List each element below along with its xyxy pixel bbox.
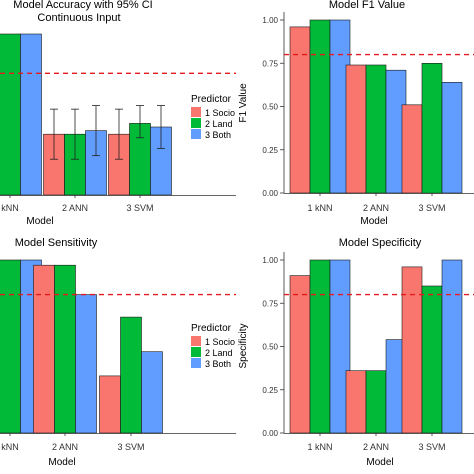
y-tick-label: 0.25: [262, 146, 278, 155]
legend-swatch-land: [191, 118, 201, 128]
legend-swatch-both: [191, 358, 201, 368]
legend-top: Predictor 1 Socio 2 Land 3 Both: [191, 94, 235, 140]
chart-subtitle: Continuous Input: [37, 12, 120, 24]
bar-1-socio-3: [401, 266, 423, 434]
x-tick-label: 1 kNN: [307, 442, 332, 452]
error-bar: [115, 108, 123, 160]
bar-1-socio-1: [289, 26, 311, 194]
chart-title: Model Accuracy with 95% CI: [13, 0, 152, 11]
legend-swatch-socio: [191, 336, 201, 346]
x-axis-label: Model: [360, 216, 387, 227]
x-tick-label: 3 SVM: [418, 203, 445, 213]
bar-2-land-3: [421, 285, 443, 434]
bar-1-socio-3: [401, 104, 423, 194]
legend-swatch-socio: [191, 107, 201, 117]
legend-label-both: 3 Both: [205, 130, 231, 140]
x-tick-label: 3 SVM: [126, 203, 153, 213]
bar-1-socio-2: [345, 370, 367, 434]
legend-swatch-both: [191, 129, 201, 139]
y-tick-label: 0.50: [262, 343, 278, 352]
legend-label-socio: 1 Socio: [205, 108, 235, 118]
error-bar: [71, 108, 79, 160]
y-axis-label: F1 Value: [238, 83, 249, 123]
bar-1-socio-1: [289, 275, 311, 434]
bar-3-both-2: [75, 294, 97, 434]
bar-2-land-2: [365, 64, 387, 194]
y-tick-label: 0.25: [262, 386, 278, 395]
bar-2-land-1: [0, 259, 21, 434]
legend-bottom: Predictor 1 Socio 2 Land 3 Both: [191, 323, 235, 369]
chart-title: Model F1 Value: [329, 0, 405, 11]
bar-3-both-3: [441, 259, 463, 434]
y-tick-label: 0.75: [262, 299, 278, 308]
bar-3-both-1: [20, 33, 42, 196]
error-bar: [92, 105, 100, 157]
legend-label-both: 3 Both: [205, 359, 231, 369]
y-tick-label: 1.00: [262, 256, 278, 265]
error-bar: [136, 105, 144, 139]
bar-2-land-2: [365, 370, 387, 434]
x-tick-label: kNN: [1, 203, 19, 213]
y-tick-label: 0.50: [262, 103, 278, 112]
legend-label-land: 2 Land: [205, 119, 233, 129]
x-tick-label: 2 ANN: [363, 203, 389, 213]
y-tick-label: 0.75: [262, 59, 278, 68]
bar-1-socio-2: [345, 64, 367, 194]
x-axis-label: Model: [366, 457, 393, 468]
panel-accuracy: Model Accuracy with 95% CI Continuous In…: [0, 0, 236, 227]
x-tick-label: 2 ANN: [62, 203, 88, 213]
bar-3-both-3: [441, 82, 463, 194]
x-tick-label: 2 ANN: [363, 442, 389, 452]
bar-3-both-1: [329, 259, 351, 434]
x-tick-label: 1 kNN: [307, 203, 332, 213]
chart-title: Model Specificity: [339, 237, 422, 249]
x-tick-label: 2 ANN: [52, 442, 78, 452]
bar-2-land-1: [309, 259, 331, 434]
bar-3-both-3: [141, 351, 163, 434]
panel-f1: Model F1 Value Model F1 Value 1 kNN 2 ANN…: [238, 0, 474, 227]
legend-label-socio: 1 Socio: [205, 337, 235, 347]
x-tick-label: 3 SVM: [418, 442, 445, 452]
panel-sensitivity: Model Sensitivity Model kNN 2 ANN 3 SVM: [0, 237, 236, 468]
x-axis-label: Model: [26, 216, 53, 227]
bar-2-land-2: [54, 264, 76, 434]
bar-1-socio-3: [99, 375, 121, 434]
y-axis-label: Specificity: [238, 323, 249, 368]
bar-1-socio-2: [33, 264, 55, 434]
y-tick-label: 1.00: [262, 16, 278, 25]
panel-specificity: Model Specificity Model Specificity 1 kN…: [238, 237, 474, 468]
x-tick-label: 3 SVM: [117, 442, 144, 452]
error-bar: [50, 108, 58, 160]
x-tick-label: kNN: [1, 442, 19, 452]
bar-2-land-3: [120, 316, 142, 434]
legend-title: Predictor: [191, 94, 232, 105]
bar-2-land-1: [0, 33, 21, 196]
y-tick-label: 0.00: [262, 189, 278, 198]
chart-title: Model Sensitivity: [15, 237, 98, 249]
bar-2-land-3: [421, 62, 443, 194]
y-tick-label: 0.00: [262, 429, 278, 438]
error-bar: [157, 105, 165, 149]
bar-2-land-1: [309, 19, 331, 194]
legend-swatch-land: [191, 347, 201, 357]
legend-label-land: 2 Land: [205, 348, 233, 358]
x-axis-label: Model: [48, 457, 75, 468]
legend-title: Predictor: [191, 323, 232, 334]
